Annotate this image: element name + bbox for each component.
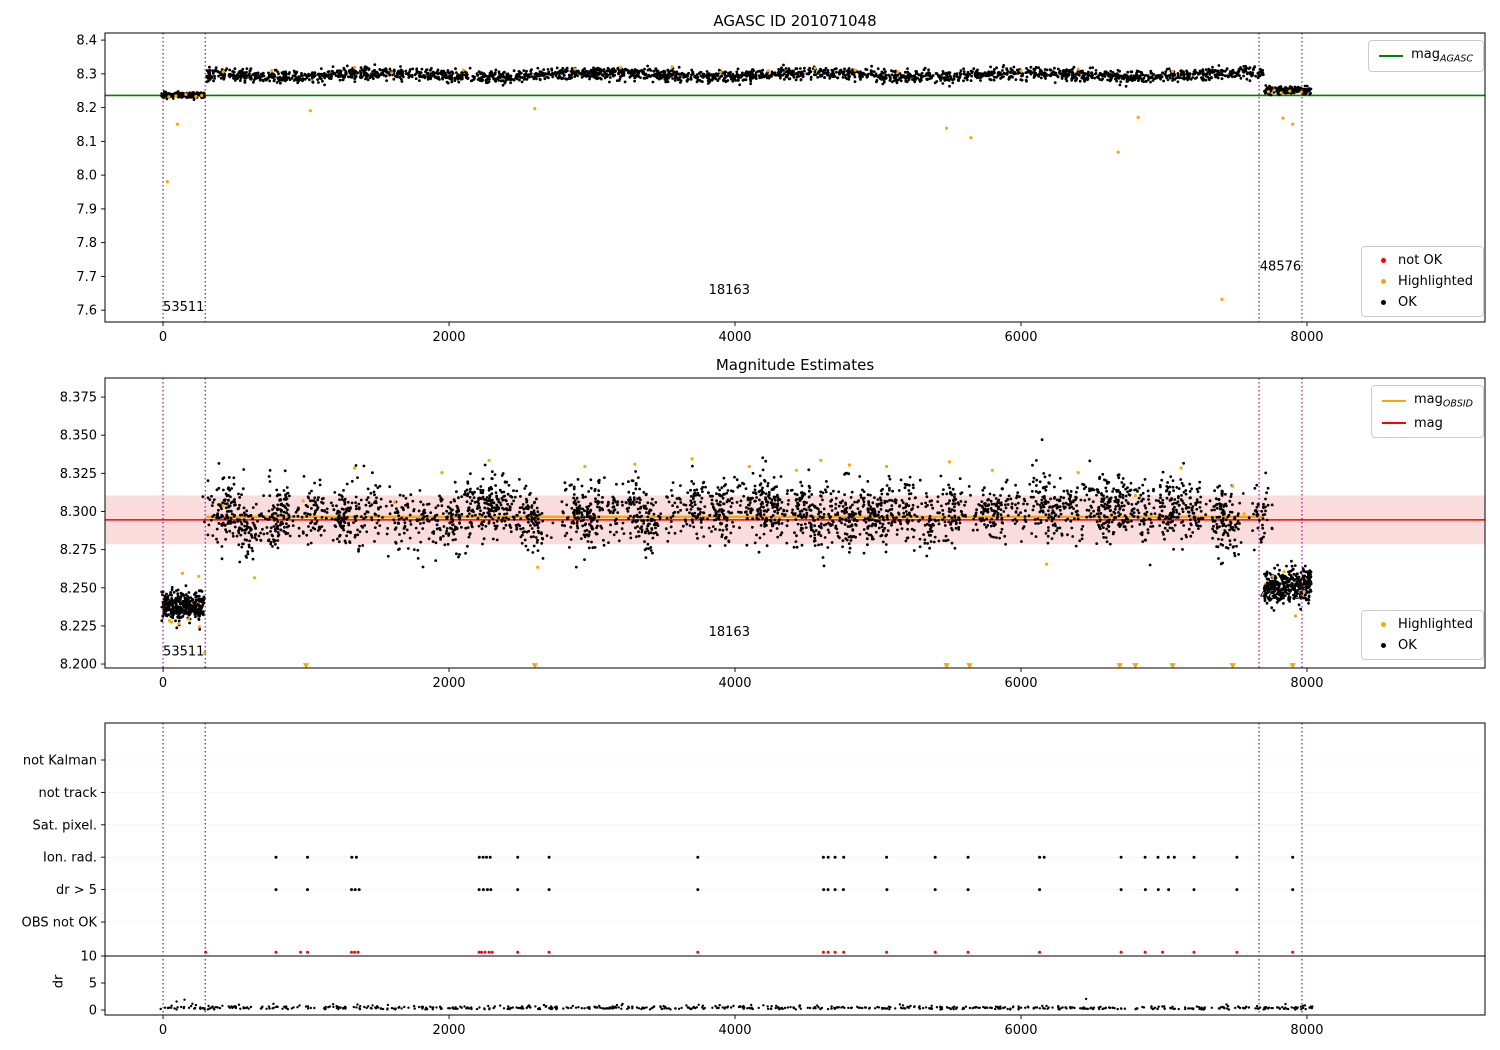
ok-points xyxy=(160,438,1313,631)
x-tick-label: 6000 xyxy=(1004,676,1037,691)
category-label: Sat. pixel. xyxy=(33,818,97,833)
plot1-marker-legend: not OK Highlighted OK xyxy=(1361,246,1484,317)
x-tick-label: 0 xyxy=(159,1023,167,1038)
category-label: Ion. rad. xyxy=(43,851,97,866)
legend-item: Highlighted xyxy=(1372,274,1473,289)
axes-frame xyxy=(104,377,1486,669)
legend-dot-marker xyxy=(1381,622,1387,627)
category-label: dr > 5 xyxy=(56,883,97,898)
y-tick-label: 8.275 xyxy=(60,543,97,558)
axes-frame xyxy=(104,722,1486,1016)
y-tick-label: 7.7 xyxy=(76,270,97,285)
y-tick-label: 8.350 xyxy=(60,429,97,444)
highlighted-points xyxy=(167,457,1306,655)
legend-label: not OK xyxy=(1398,253,1443,268)
dr-clipped-points xyxy=(204,950,1295,954)
y-tick-label: 8.250 xyxy=(60,581,97,596)
obsid-annotation: 18163 xyxy=(709,283,750,298)
y-tick-label: 8.4 xyxy=(76,34,97,49)
legend-dot-marker xyxy=(1381,279,1387,284)
y-tick-label: 8.1 xyxy=(76,135,97,150)
x-tick-label: 2000 xyxy=(432,330,465,345)
x-tick-label: 6000 xyxy=(1004,330,1037,345)
x-tick-label: 0 xyxy=(159,330,167,345)
legend-label: mag xyxy=(1413,415,1443,431)
x-tick-label: 0 xyxy=(159,676,167,691)
dr-tick-label: 10 xyxy=(80,950,97,965)
legend-line-marker xyxy=(1381,421,1406,425)
legend-item: OK xyxy=(1372,295,1473,310)
legend-dot-marker xyxy=(1381,300,1387,305)
y-tick-label: 8.325 xyxy=(60,467,97,482)
x-tick-label: 4000 xyxy=(718,330,751,345)
obsid-annotation: 53511 xyxy=(163,645,204,660)
legend-dot-marker xyxy=(1381,258,1387,263)
y-tick-label: 8.3 xyxy=(76,67,97,82)
x-tick-label: 2000 xyxy=(432,1023,465,1038)
legend-item: not OK xyxy=(1372,253,1473,268)
legend-line-marker xyxy=(1379,54,1404,58)
dr-axis-label: dr xyxy=(51,974,67,989)
plot2-title: Magnitude Estimates xyxy=(715,356,875,374)
plot2-marker-legend: Highlighted OK xyxy=(1361,610,1484,660)
x-tick-label: 8000 xyxy=(1290,1023,1323,1038)
y-tick-label: 8.375 xyxy=(60,391,97,406)
category-label: OBS not OK xyxy=(22,916,98,931)
dr-value-points xyxy=(159,997,1314,1011)
y-tick-label: 7.6 xyxy=(76,304,97,319)
legend-item: Highlighted xyxy=(1372,617,1473,632)
dr-tick-label: 0 xyxy=(89,1004,97,1019)
axes-frame xyxy=(104,32,1486,323)
y-tick-label: 8.300 xyxy=(60,505,97,520)
y-tick-label: 8.0 xyxy=(76,169,97,184)
y-tick-label: 8.200 xyxy=(60,658,97,673)
legend-item: magAGASC xyxy=(1379,47,1473,65)
dr-gt5-points xyxy=(274,888,1295,892)
x-tick-label: 8000 xyxy=(1290,676,1323,691)
plot1-title: AGASC ID 201071048 xyxy=(713,12,877,30)
legend-label: OK xyxy=(1398,638,1417,653)
y-tick-label: 7.9 xyxy=(76,202,97,217)
x-tick-label: 8000 xyxy=(1290,330,1323,345)
plot-area-1 xyxy=(105,378,1485,668)
category-label: not track xyxy=(38,786,97,801)
x-tick-label: 6000 xyxy=(1004,1023,1037,1038)
legend-label: Highlighted xyxy=(1398,617,1473,632)
legend-item: mag xyxy=(1381,415,1473,431)
legend-item: OK xyxy=(1372,638,1473,653)
y-tick-label: 8.2 xyxy=(76,101,97,116)
legend-dot-marker xyxy=(1381,643,1387,648)
x-tick-label: 4000 xyxy=(718,676,751,691)
y-tick-label: 7.8 xyxy=(76,236,97,251)
plot-area-0 xyxy=(105,33,1485,322)
legend-item: magOBSID xyxy=(1381,392,1473,410)
clipped-low-markers xyxy=(302,663,1296,668)
ion-rad-points xyxy=(274,855,1295,859)
legend-label: magAGASC xyxy=(1411,47,1473,65)
legend-label: OK xyxy=(1398,295,1417,310)
legend-label: Highlighted xyxy=(1398,274,1473,289)
legend-line-marker xyxy=(1381,399,1406,403)
plot2-line-legend: magOBSID mag xyxy=(1370,385,1484,438)
category-label: not Kalman xyxy=(23,754,97,769)
dr-tick-label: 5 xyxy=(89,977,97,992)
obsid-annotation: 48576 xyxy=(1260,259,1301,274)
legend-label: magOBSID xyxy=(1413,392,1473,410)
highlighted-points xyxy=(165,65,1303,301)
plot1-line-legend: magAGASC xyxy=(1368,40,1484,72)
y-tick-label: 8.225 xyxy=(60,619,97,634)
x-tick-label: 2000 xyxy=(432,676,465,691)
obsid-annotation: 18163 xyxy=(709,625,750,640)
x-tick-label: 4000 xyxy=(718,1023,751,1038)
obsid-annotation: 53511 xyxy=(163,300,204,315)
obsid-annotation: 48576 xyxy=(1260,588,1301,603)
